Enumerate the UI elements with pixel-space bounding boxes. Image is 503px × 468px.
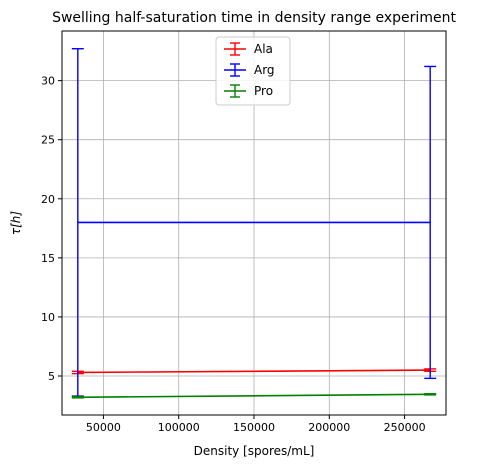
x-tick-label: 100000 bbox=[158, 421, 200, 434]
y-tick-label: 25 bbox=[41, 134, 55, 147]
y-tick-label: 30 bbox=[41, 75, 55, 88]
x-tick-label: 200000 bbox=[308, 421, 350, 434]
chart-title: Swelling half-saturation time in density… bbox=[52, 10, 456, 26]
x-axis-label: Density [spores/mL] bbox=[194, 444, 315, 458]
y-tick-label: 20 bbox=[41, 193, 55, 206]
legend-label: Arg bbox=[254, 63, 275, 77]
legend-box bbox=[215, 36, 291, 106]
legend-item-pro: Pro bbox=[224, 84, 273, 98]
series-line bbox=[77, 393, 431, 399]
x-tick-label: 150000 bbox=[233, 421, 275, 434]
x-axis: 50000 100000 150000 200000 250000 bbox=[86, 415, 426, 434]
y-axis-label: τ[h] bbox=[9, 211, 23, 236]
series-layer bbox=[71, 48, 437, 399]
y-tick-label: 10 bbox=[41, 311, 55, 324]
series-line bbox=[77, 369, 431, 374]
legend-label: Pro bbox=[254, 84, 273, 98]
series-pro bbox=[71, 393, 437, 399]
x-tick-label: 250000 bbox=[384, 421, 426, 434]
y-tick-label: 5 bbox=[48, 370, 55, 383]
x-tick-label: 50000 bbox=[86, 421, 121, 434]
y-axis: 5 10 15 20 25 30 bbox=[41, 75, 62, 383]
y-tick-label: 15 bbox=[41, 252, 55, 265]
legend: Ala Arg Pro bbox=[215, 36, 291, 106]
legend-item-arg: Arg bbox=[224, 63, 275, 77]
legend-label: Ala bbox=[254, 42, 273, 56]
legend-item-ala: Ala bbox=[224, 42, 273, 56]
